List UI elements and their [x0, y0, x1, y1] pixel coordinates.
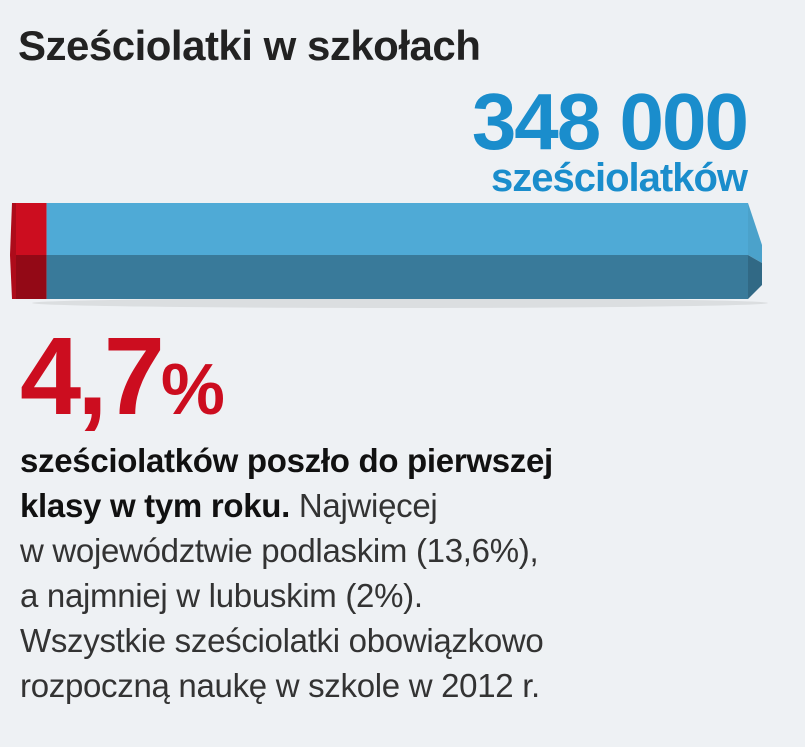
- description-line-6: rozpoczną naukę w szkole w 2012 r.: [20, 667, 540, 704]
- description: sześciolatków poszło do pierwszej klasy …: [20, 438, 790, 708]
- highlight-percent-sign: %: [160, 350, 225, 430]
- total-value: 348 000: [471, 77, 749, 166]
- description-line-2: klasy w tym roku. Najwięcej: [20, 483, 790, 528]
- description-bold-1: sześciolatków poszło do pierwszej: [20, 442, 553, 479]
- description-bold-2: klasy w tym roku.: [20, 487, 291, 524]
- bar-segment-1-top: [12, 203, 47, 255]
- bar-segment-2-bottom: [46, 255, 749, 299]
- highlight-number: 4,7: [20, 315, 165, 438]
- bar-segment-2-top: [46, 203, 749, 255]
- bar-end-cap-top: [748, 203, 762, 263]
- bar-end-cap-bottom: [748, 255, 762, 299]
- stacked-bar-chart: [10, 203, 768, 308]
- highlight-percent: 4,7%: [20, 316, 225, 437]
- bar-start-cap: [10, 203, 16, 299]
- bar-shadow: [32, 298, 768, 308]
- description-text-2: Najwięcej: [290, 487, 438, 524]
- description-line-3: w województwie podlaskim (13,6%),: [20, 532, 539, 569]
- description-line-4: a najmniej w lubuskim (2%).: [20, 577, 423, 614]
- chart-title: Sześciolatki w szkołach: [18, 22, 481, 69]
- total-unit-label: sześciolatków: [490, 156, 748, 200]
- bar-segment-1-bottom: [12, 255, 47, 299]
- description-line-1: sześciolatków poszło do pierwszej: [20, 438, 790, 483]
- description-line-5: Wszystkie sześciolatki obowiązkowo: [20, 622, 544, 659]
